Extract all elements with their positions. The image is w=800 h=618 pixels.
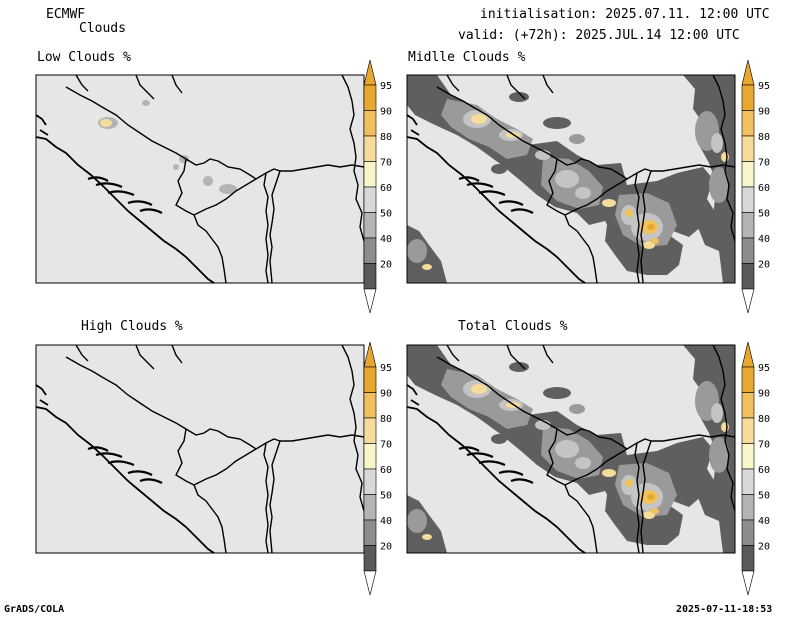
colorbar-segment (741, 366, 755, 393)
colorbar-segment (363, 366, 377, 393)
colorbar-label: 60 (758, 183, 770, 194)
colorbar-total: 95 90 80 70 60 50 40 20 (741, 341, 770, 596)
colorbar-segment (363, 186, 377, 213)
colorbar-segment (363, 494, 377, 521)
colorbar-label: 50 (380, 491, 392, 502)
colorbar-label: 80 (380, 132, 392, 143)
product-label: Clouds (79, 21, 126, 36)
colorbar-segment (741, 468, 755, 495)
colorbar-label: 40 (758, 234, 770, 245)
colorbar-segment (741, 161, 755, 188)
footer-software: GrADS/COLA (4, 604, 65, 615)
colorbar-segment (363, 212, 377, 239)
colorbar-bottom-arrow (741, 288, 755, 314)
colorbar-segment (741, 237, 755, 264)
colorbar-middle: 95 90 80 70 60 50 40 20 (741, 59, 770, 314)
colorbar-segment (363, 135, 377, 162)
colorbar-label: 70 (758, 440, 770, 451)
colorbar-label: 90 (380, 107, 392, 118)
colorbar-bottom-arrow (741, 570, 755, 596)
initialisation-label: initialisation: 2025.07.11. 12:00 UTC (480, 7, 770, 22)
colorbar-segment (741, 110, 755, 137)
colorbar-label: 50 (758, 209, 770, 220)
colorbar-label: 40 (380, 516, 392, 527)
colorbar-label: 20 (758, 260, 770, 271)
colorbar-segment (741, 392, 755, 419)
colorbar-high: 95 90 80 70 60 50 40 20 (363, 341, 392, 596)
colorbar-label: 90 (380, 389, 392, 400)
colorbar-segment (363, 545, 377, 572)
colorbar-segment (363, 392, 377, 419)
panel-title-middle: Midlle Clouds % (408, 50, 526, 65)
colorbar-label: 20 (380, 542, 392, 553)
colorbar-segment (741, 417, 755, 444)
colorbar-top-arrow (363, 341, 377, 368)
colorbar-segment (741, 263, 755, 290)
colorbar-segment (741, 519, 755, 546)
colorbar-label: 80 (758, 414, 770, 425)
colorbar-segment (741, 186, 755, 213)
colorbar-bottom-arrow (363, 288, 377, 314)
panel-title-total: Total Clouds % (458, 319, 568, 334)
valid-label: valid: (+72h): 2025.JUL.14 12:00 UTC (458, 28, 740, 43)
model-label: ECMWF (46, 7, 86, 22)
colorbar-segment (363, 110, 377, 137)
colorbar-segment (363, 417, 377, 444)
colorbar-label: 70 (758, 158, 770, 169)
colorbar-label: 40 (380, 234, 392, 245)
colorbar-segment (363, 84, 377, 111)
colorbar-label: 60 (380, 183, 392, 194)
colorbar-label: 70 (380, 440, 392, 451)
colorbar-label: 95 (380, 81, 392, 92)
colorbar-top-arrow (741, 341, 755, 368)
colorbar-label: 60 (758, 465, 770, 476)
colorbar-top-arrow (363, 59, 377, 86)
colorbar-label: 90 (758, 389, 770, 400)
colorbar-label: 20 (380, 260, 392, 271)
colorbar-low: 95 90 80 70 60 50 40 20 (363, 59, 392, 314)
colorbar-label: 40 (758, 516, 770, 527)
colorbar-segment (741, 212, 755, 239)
colorbar-segment (741, 84, 755, 111)
colorbar-label: 95 (758, 363, 770, 374)
colorbar-segment (363, 237, 377, 264)
high-clouds-map (34, 343, 366, 555)
panel-title-low: Low Clouds % (37, 50, 131, 65)
colorbar-bottom-arrow (363, 570, 377, 596)
colorbar-segment (363, 263, 377, 290)
colorbar-segment (741, 494, 755, 521)
colorbar-segment (363, 519, 377, 546)
panel-title-high: High Clouds % (81, 319, 183, 334)
colorbar-label: 80 (380, 414, 392, 425)
colorbar-label: 60 (380, 465, 392, 476)
colorbar-label: 95 (380, 363, 392, 374)
colorbar-segment (741, 545, 755, 572)
footer-timestamp: 2025-07-11-18:53 (676, 604, 773, 615)
colorbar-label: 80 (758, 132, 770, 143)
colorbar-label: 20 (758, 542, 770, 553)
colorbar-segment (741, 443, 755, 470)
colorbar-label: 50 (758, 491, 770, 502)
colorbar-label: 90 (758, 107, 770, 118)
colorbar-label: 95 (758, 81, 770, 92)
colorbar-label: 70 (380, 158, 392, 169)
low-clouds-map (34, 73, 366, 285)
colorbar-segment (741, 135, 755, 162)
colorbar-segment (363, 443, 377, 470)
total-clouds-map (405, 343, 737, 555)
colorbar-segment (363, 468, 377, 495)
middle-clouds-map (405, 73, 737, 285)
colorbar-top-arrow (741, 59, 755, 86)
colorbar-label: 50 (380, 209, 392, 220)
colorbar-segment (363, 161, 377, 188)
